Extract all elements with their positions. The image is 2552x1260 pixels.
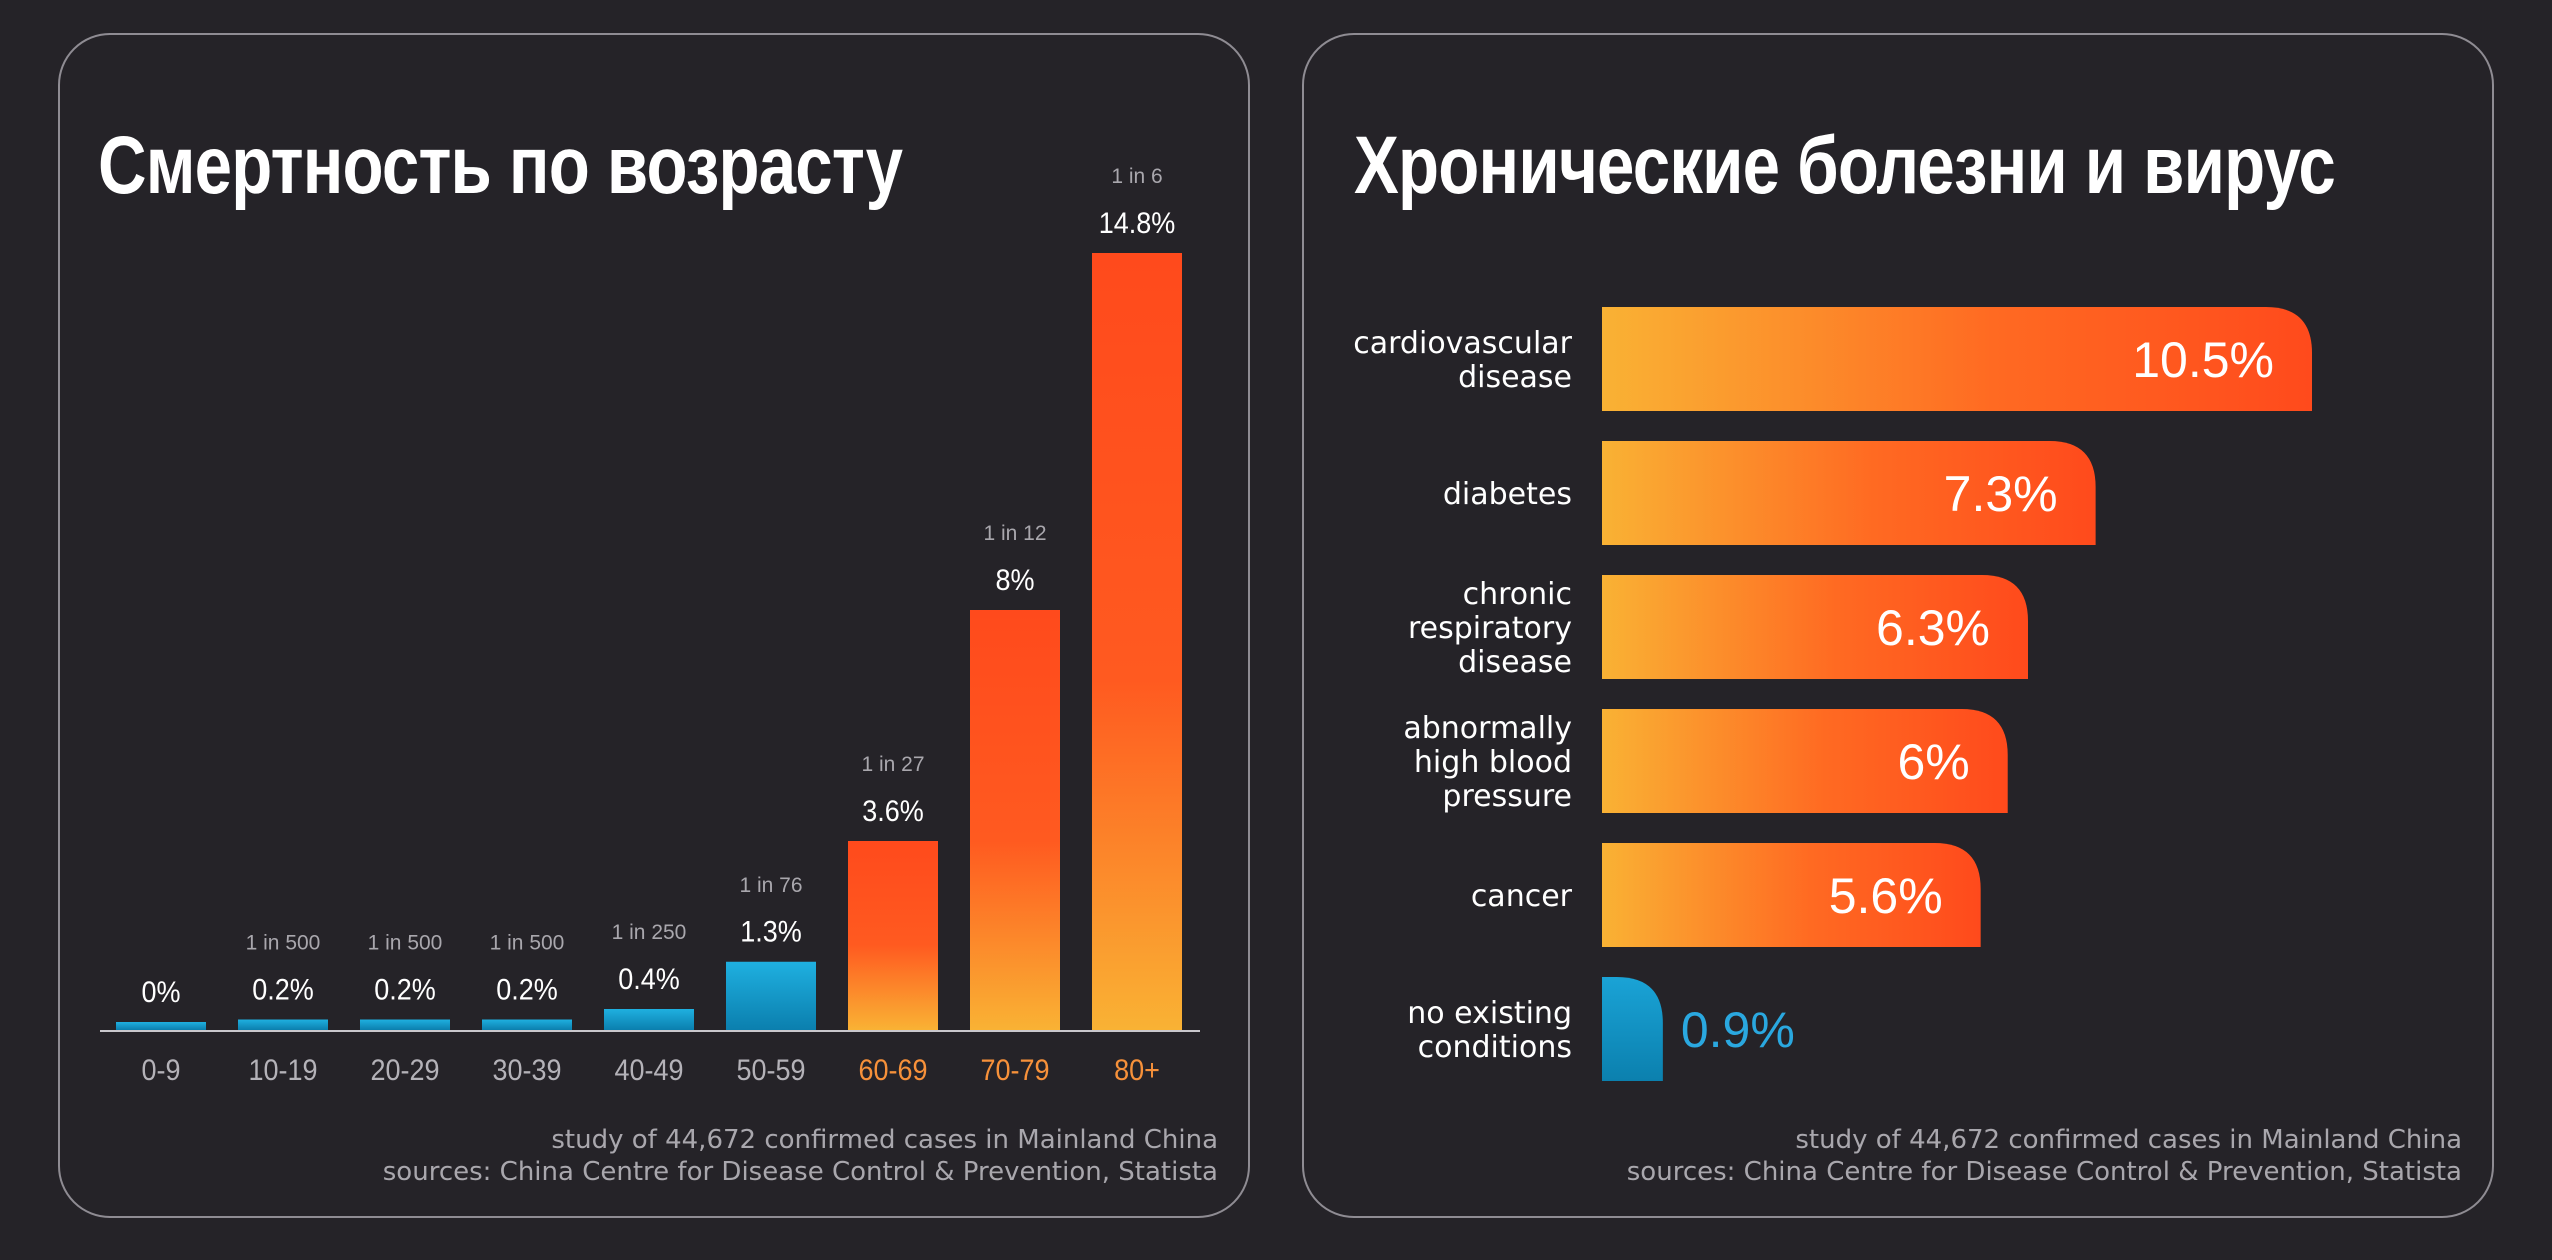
- bar-ratio-label: 1 in 250: [612, 921, 687, 944]
- hbar-cardiovascular-disease: [1602, 307, 2312, 411]
- bar-value-label: 7.3%: [1944, 466, 2058, 522]
- hbar-chronic-respiratory-disease: [1602, 575, 2028, 679]
- bar-ratio-label: 1 in 12: [983, 522, 1046, 545]
- footnote-sources: sources: China Centre for Disease Contro…: [382, 1157, 1218, 1187]
- bar-10-19: [238, 1019, 328, 1030]
- bar-value-label: 8%: [996, 564, 1035, 598]
- left-footnote: study of 44,672 confirmed cases in Mainl…: [383, 1124, 1218, 1188]
- bar-30-39: [482, 1019, 572, 1030]
- bar-40-49: [604, 1009, 694, 1030]
- category-label: abnormally high blood pressure: [1403, 711, 1572, 814]
- x-tick-label: 60-69: [858, 1054, 927, 1088]
- x-tick-label: 10-19: [248, 1054, 317, 1088]
- category-label: cardiovascular disease: [1353, 326, 1572, 395]
- bar-value-label: 1.3%: [740, 915, 801, 949]
- bar-value-label: 0.2%: [252, 973, 313, 1007]
- footnote-study: study of 44,672 confirmed cases in Mainl…: [1795, 1125, 2462, 1155]
- right-footnote: study of 44,672 confirmed cases in Mainl…: [1627, 1124, 2462, 1188]
- x-tick-label: 30-39: [492, 1054, 561, 1088]
- bar-ratio-label: 1 in 6: [1111, 165, 1162, 188]
- bar-value-label: 6%: [1897, 734, 1969, 790]
- bar-value-label: 6.3%: [1876, 600, 1990, 656]
- bar-value-label: 3.6%: [862, 795, 923, 829]
- x-tick-label: 50-59: [736, 1054, 805, 1088]
- x-tick-label: 70-79: [980, 1054, 1049, 1088]
- hbar-cancer: [1602, 843, 1981, 947]
- bar-0-9: [116, 1022, 206, 1030]
- footnote-study: study of 44,672 confirmed cases in Mainl…: [551, 1125, 1218, 1155]
- bar-20-29: [360, 1019, 450, 1030]
- bar-value-label: 10.5%: [2132, 332, 2274, 388]
- hbar-diabetes: [1602, 441, 2096, 545]
- bar-ratio-label: 1 in 500: [246, 932, 321, 955]
- bar-60-69: [848, 841, 938, 1030]
- category-label: cancer: [1471, 879, 1573, 914]
- bar-value-label: 0%: [142, 976, 181, 1010]
- bar-50-59: [726, 961, 816, 1030]
- bar-80+: [1092, 253, 1182, 1030]
- x-tick-label: 80+: [1114, 1054, 1160, 1088]
- bar-ratio-label: 1 in 500: [490, 932, 565, 955]
- age-mortality-chart: 0% 0-9 0.2% 1 in 500 10-19 0.2% 1 in 500 20-29 0…: [100, 165, 1200, 1088]
- page-title: Хронические болезни и вирус: [1354, 120, 2336, 211]
- category-label: diabetes: [1443, 477, 1572, 512]
- bar-value-label: 5.6%: [1829, 868, 1943, 924]
- chronic-disease-panel: Хронические болезни и вирус 10.5% cardiov…: [1302, 33, 2494, 1218]
- hbar-abnormally-high-blood-pressure: [1602, 709, 2008, 813]
- age-mortality-panel: Смертность по возрасту 0% 0-9 0.2% 1 in 500…: [58, 33, 1250, 1218]
- x-tick-label: 0-9: [142, 1054, 181, 1088]
- x-tick-label: 20-29: [370, 1054, 439, 1088]
- bar-value-label: 0.4%: [618, 963, 679, 997]
- category-label: chronic respiratory disease: [1408, 577, 1572, 680]
- bar-value-label: 14.8%: [1099, 207, 1175, 241]
- bar-ratio-label: 1 in 500: [368, 932, 443, 955]
- bar-value-label: 0.2%: [496, 973, 557, 1007]
- bar-value-label: 0.2%: [374, 973, 435, 1007]
- hbar-no-existing-conditions: [1602, 977, 1663, 1081]
- bar-ratio-label: 1 in 27: [861, 753, 924, 776]
- category-label: no existing conditions: [1407, 996, 1572, 1065]
- bar-70-79: [970, 610, 1060, 1030]
- footnote-sources: sources: China Centre for Disease Contro…: [1626, 1157, 2462, 1187]
- bar-value-label: 0.9%: [1681, 1002, 1795, 1058]
- page-title: Смертность по возрасту: [98, 120, 903, 211]
- bar-ratio-label: 1 in 76: [739, 874, 802, 897]
- chronic-disease-chart: 10.5% cardiovascular disease 7.3% diabetes 6.…: [1353, 307, 2312, 1081]
- x-tick-label: 40-49: [614, 1054, 683, 1088]
